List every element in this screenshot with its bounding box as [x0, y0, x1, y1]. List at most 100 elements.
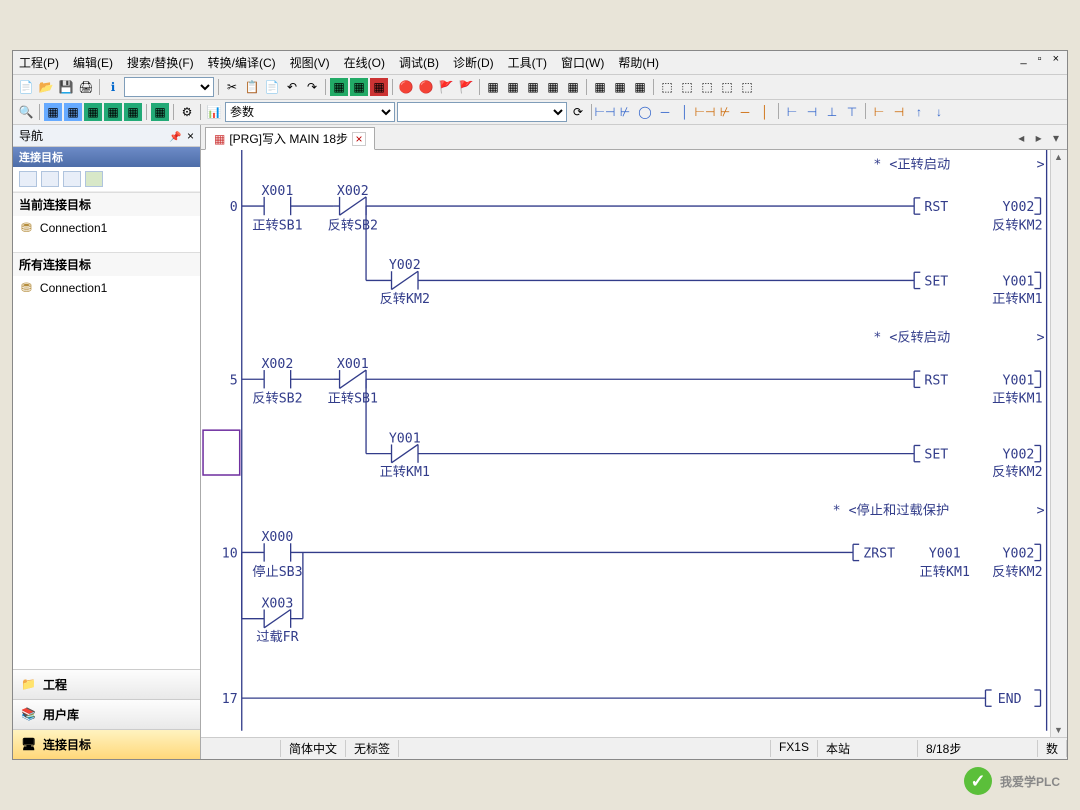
sidebar-all-label: 所有连接目标 [13, 252, 200, 276]
svg-text:RST: RST [924, 200, 948, 215]
side-mini-2[interactable] [41, 171, 59, 187]
tb-ico-n[interactable]: ▦ [611, 78, 629, 96]
tb-ico-q[interactable]: ⬚ [678, 78, 696, 96]
cut-icon[interactable]: ✂ [223, 78, 241, 96]
tb2-d[interactable]: ▦ [84, 103, 102, 121]
ld-el-9[interactable]: │ [756, 103, 774, 121]
svg-text:X003: X003 [261, 596, 293, 611]
sidebar-btn-userlib[interactable]: 📚用户库 [13, 699, 200, 729]
ld-el-15[interactable]: ⊣ [890, 103, 908, 121]
svg-text:Y001: Y001 [1003, 275, 1035, 290]
tb2-a[interactable]: 🔍 [17, 103, 35, 121]
tab-nav[interactable]: ◂ ▸ ▾ [1018, 131, 1063, 145]
print-icon[interactable]: 🖨 [77, 78, 95, 96]
svg-text:>: > [1037, 157, 1045, 172]
sidebar-conn-all[interactable]: Connection1 [13, 276, 200, 300]
ld-el-6[interactable]: ⊢⊣ [696, 103, 714, 121]
ld-el-7[interactable]: ⊬ [716, 103, 734, 121]
help-icon[interactable]: ℹ [104, 78, 122, 96]
svg-text:反转SB2: 反转SB2 [252, 391, 302, 407]
tb-ico-p[interactable]: ⬚ [658, 78, 676, 96]
tb-ico-b[interactable]: ▦ [350, 78, 368, 96]
menu-diag[interactable]: 诊断(D) [453, 54, 494, 71]
tb-ico-o[interactable]: ▦ [631, 78, 649, 96]
tb-ico-i[interactable]: ▦ [504, 78, 522, 96]
window-controls[interactable]: _ ▫ × [1020, 53, 1063, 65]
tb-ico-s[interactable]: ⬚ [718, 78, 736, 96]
copy-icon[interactable]: 📋 [243, 78, 261, 96]
undo-icon[interactable]: ↶ [283, 78, 301, 96]
ld-contact-icon[interactable]: ⊢⊣ [596, 103, 614, 121]
tb2-i[interactable]: 📊 [205, 103, 223, 121]
ld-contactn-icon[interactable]: ⊬ [616, 103, 634, 121]
menu-project[interactable]: 工程(P) [19, 54, 59, 71]
ld-el-14[interactable]: ⊢ [870, 103, 888, 121]
tb-ico-r[interactable]: ⬚ [698, 78, 716, 96]
ld-vline-icon[interactable]: │ [676, 103, 694, 121]
toolbar-combo-param[interactable]: 参数 [225, 102, 395, 122]
tb-ico-h[interactable]: ▦ [484, 78, 502, 96]
tb-ico-g[interactable]: 🚩 [457, 78, 475, 96]
toolbar-combo-1[interactable] [124, 77, 214, 97]
ladder-editor[interactable]: * <正转启动 > 0 X001 正转SB1 X002 [201, 150, 1067, 737]
ld-el-13[interactable]: ⊤ [843, 103, 861, 121]
side-mini-1[interactable] [19, 171, 37, 187]
status-lang: 简体中文 [281, 740, 346, 757]
ld-hline-icon[interactable]: ─ [656, 103, 674, 121]
menu-search[interactable]: 搜索/替换(F) [127, 54, 194, 71]
menu-debug[interactable]: 调试(B) [399, 54, 439, 71]
side-mini-3[interactable] [63, 171, 81, 187]
open-icon[interactable]: 📂 [37, 78, 55, 96]
ld-el-17[interactable]: ↓ [930, 103, 948, 121]
menu-edit[interactable]: 编辑(E) [73, 54, 113, 71]
tb2-c[interactable]: ▦ [64, 103, 82, 121]
ld-el-8[interactable]: ─ [736, 103, 754, 121]
tb-ico-d[interactable]: 🔴 [397, 78, 415, 96]
menu-tools[interactable]: 工具(T) [508, 54, 547, 71]
sidebar-pin-icon[interactable]: 📌 × [169, 129, 194, 143]
svg-text:>: > [1037, 504, 1045, 519]
svg-text:X002: X002 [337, 184, 369, 199]
paste-icon[interactable]: 📄 [263, 78, 281, 96]
ld-el-11[interactable]: ⊣ [803, 103, 821, 121]
tb-ico-j[interactable]: ▦ [524, 78, 542, 96]
tb-ico-f[interactable]: 🚩 [437, 78, 455, 96]
redo-icon[interactable]: ↷ [303, 78, 321, 96]
menu-online[interactable]: 在线(O) [344, 54, 385, 71]
svg-text:反转SB2: 反转SB2 [328, 217, 378, 233]
tb-ico-e[interactable]: 🔴 [417, 78, 435, 96]
tb2-f[interactable]: ▦ [124, 103, 142, 121]
menu-compile[interactable]: 转换/编译(C) [208, 54, 276, 71]
svg-text:正转KM1: 正转KM1 [920, 564, 970, 580]
sidebar-close-icon[interactable]: × [187, 129, 194, 143]
sidebar-btn-conntarget[interactable]: 🖥连接目标 [13, 729, 200, 759]
tab-close-icon[interactable]: × [352, 132, 366, 146]
menu-view[interactable]: 视图(V) [290, 54, 330, 71]
menu-help[interactable]: 帮助(H) [618, 54, 659, 71]
tab-main[interactable]: ▦ [PRG]写入 MAIN 18步 × [205, 127, 375, 150]
tb2-j[interactable]: ⟳ [569, 103, 587, 121]
menu-window[interactable]: 窗口(W) [561, 54, 604, 71]
tb2-h[interactable]: ⚙ [178, 103, 196, 121]
tb-ico-a[interactable]: ▦ [330, 78, 348, 96]
sidebar-btn-project[interactable]: 📁工程 [13, 669, 200, 699]
tb-ico-t[interactable]: ⬚ [738, 78, 756, 96]
tb-ico-c[interactable]: ▦ [370, 78, 388, 96]
new-icon[interactable]: 📄 [17, 78, 35, 96]
tb-ico-k[interactable]: ▦ [544, 78, 562, 96]
tb-ico-m[interactable]: ▦ [591, 78, 609, 96]
toolbar-combo-2[interactable] [397, 102, 567, 122]
save-icon[interactable]: 💾 [57, 78, 75, 96]
ld-el-12[interactable]: ⊥ [823, 103, 841, 121]
tb2-e[interactable]: ▦ [104, 103, 122, 121]
tb2-g[interactable]: ▦ [151, 103, 169, 121]
ld-el-16[interactable]: ↑ [910, 103, 928, 121]
tab-title: [PRG]写入 MAIN 18步 [229, 130, 348, 147]
ld-coil-icon[interactable]: ◯ [636, 103, 654, 121]
side-mini-4[interactable] [85, 171, 103, 187]
tb2-b[interactable]: ▦ [44, 103, 62, 121]
vertical-scrollbar[interactable] [1050, 150, 1067, 737]
sidebar-conn-current[interactable]: Connection1 [13, 216, 200, 240]
tb-ico-l[interactable]: ▦ [564, 78, 582, 96]
ld-el-10[interactable]: ⊢ [783, 103, 801, 121]
